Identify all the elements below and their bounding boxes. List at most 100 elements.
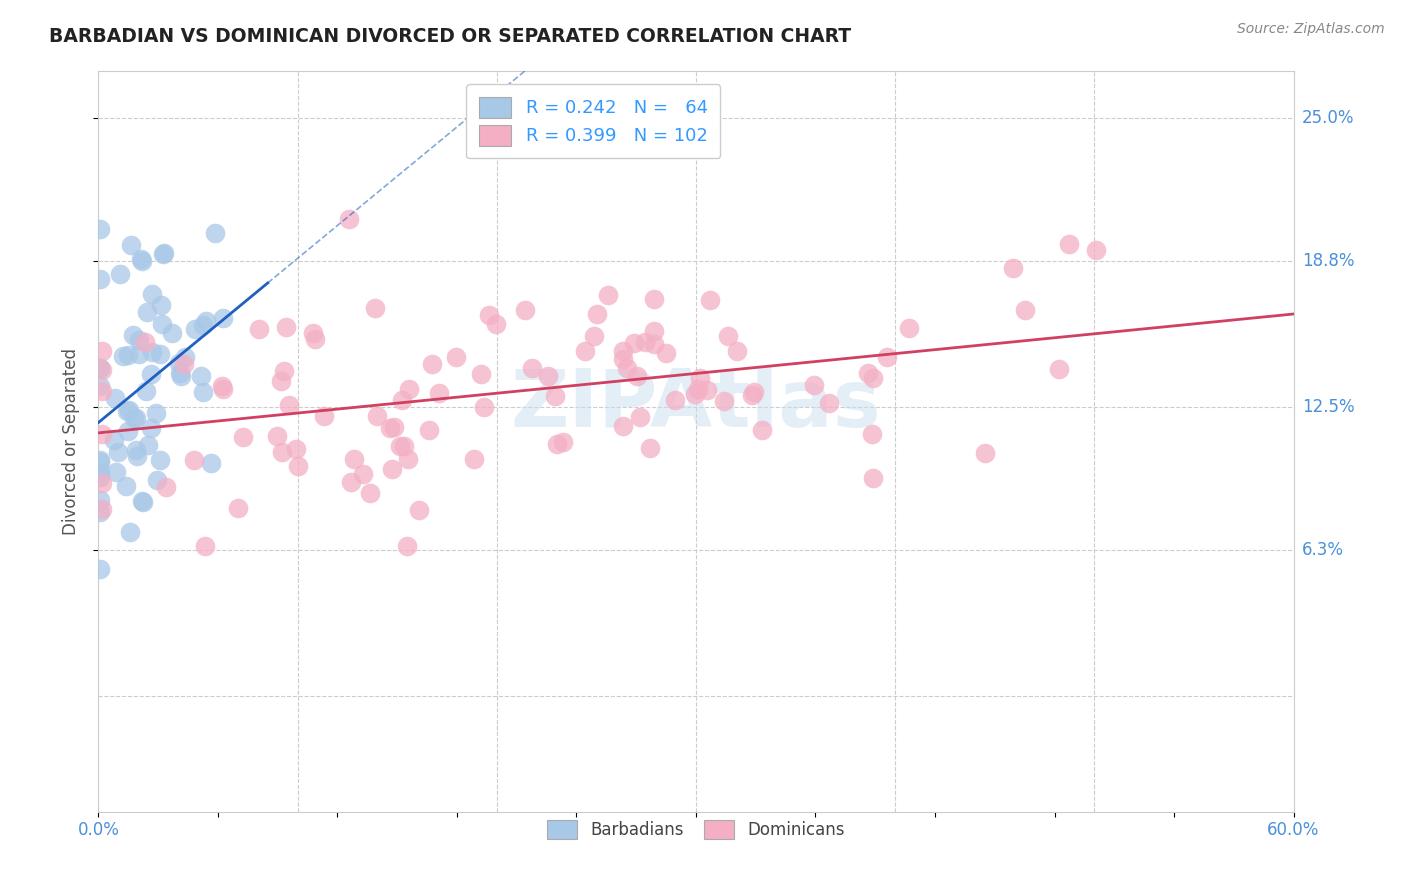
Point (463, 451, 485, 466)
Point (638, 441, 661, 455)
Point (112, 349, 135, 363)
Point (183, 453, 205, 467)
Point (1059, 236, 1081, 251)
Point (134, 335, 156, 350)
Point (378, 421, 401, 435)
Point (337, 212, 360, 227)
Point (612, 419, 634, 434)
Point (145, 405, 167, 419)
Point (395, 539, 418, 553)
Point (643, 324, 665, 338)
Point (108, 267, 131, 281)
Point (131, 494, 153, 508)
Point (478, 309, 501, 323)
Point (136, 438, 159, 452)
Point (91, 344, 114, 359)
Point (89, 470, 111, 484)
Point (91, 384, 114, 398)
Point (634, 334, 657, 349)
Point (628, 410, 651, 425)
Point (420, 357, 443, 371)
Point (152, 245, 174, 260)
Point (122, 411, 145, 425)
Point (626, 369, 648, 384)
Point (117, 348, 139, 362)
Point (616, 360, 638, 375)
Point (129, 252, 152, 266)
Point (183, 322, 205, 336)
Point (470, 367, 492, 381)
Point (612, 344, 634, 359)
Point (149, 453, 172, 467)
Point (89, 272, 111, 286)
Point (174, 350, 197, 364)
Point (655, 345, 678, 359)
Point (664, 393, 686, 408)
Legend: Barbadians, Dominicans: Barbadians, Dominicans (538, 812, 853, 847)
Point (139, 367, 162, 381)
Point (125, 411, 148, 425)
Text: 6.3%: 6.3% (1302, 541, 1344, 559)
Point (120, 238, 142, 252)
Point (271, 444, 294, 458)
Point (860, 427, 883, 442)
Point (274, 319, 297, 334)
Point (167, 356, 190, 370)
Point (418, 423, 440, 437)
Point (132, 494, 155, 508)
Point (340, 475, 363, 489)
Point (688, 383, 710, 397)
Point (1014, 303, 1036, 318)
Point (194, 539, 217, 553)
Point (643, 292, 665, 306)
Point (302, 326, 325, 340)
Point (643, 336, 665, 351)
Text: 18.8%: 18.8% (1302, 252, 1354, 270)
Point (247, 321, 270, 335)
Point (194, 313, 217, 327)
Point (89, 360, 111, 375)
Point (742, 385, 765, 400)
Point (553, 435, 575, 450)
Point (277, 398, 299, 412)
Point (427, 385, 450, 400)
Point (128, 346, 150, 360)
Point (287, 459, 309, 474)
Point (122, 328, 145, 343)
Point (135, 384, 157, 398)
Point (91, 427, 114, 442)
Point (699, 293, 721, 307)
Point (366, 409, 388, 424)
Point (141, 421, 163, 435)
Point (152, 247, 174, 261)
Point (586, 307, 609, 321)
Point (104, 391, 127, 405)
Point (862, 370, 884, 384)
Point (107, 445, 129, 459)
Point (89, 378, 111, 392)
Point (485, 317, 508, 331)
Point (574, 343, 596, 358)
Point (89, 453, 111, 467)
Point (343, 451, 366, 466)
Point (522, 360, 544, 375)
Point (89, 562, 111, 576)
Point (381, 462, 404, 476)
Point (1001, 260, 1024, 275)
Point (391, 393, 413, 408)
Point (125, 443, 148, 458)
Text: 25.0%: 25.0% (1302, 109, 1354, 127)
Point (141, 287, 163, 301)
Text: 12.5%: 12.5% (1302, 398, 1354, 416)
Point (89, 465, 111, 479)
Point (135, 305, 157, 319)
Point (1085, 243, 1108, 257)
Point (120, 525, 142, 540)
Point (396, 451, 419, 466)
Point (876, 351, 898, 365)
Point (162, 326, 184, 340)
Point (803, 378, 825, 392)
Point (862, 471, 884, 485)
Point (856, 366, 879, 380)
Point (169, 366, 191, 380)
